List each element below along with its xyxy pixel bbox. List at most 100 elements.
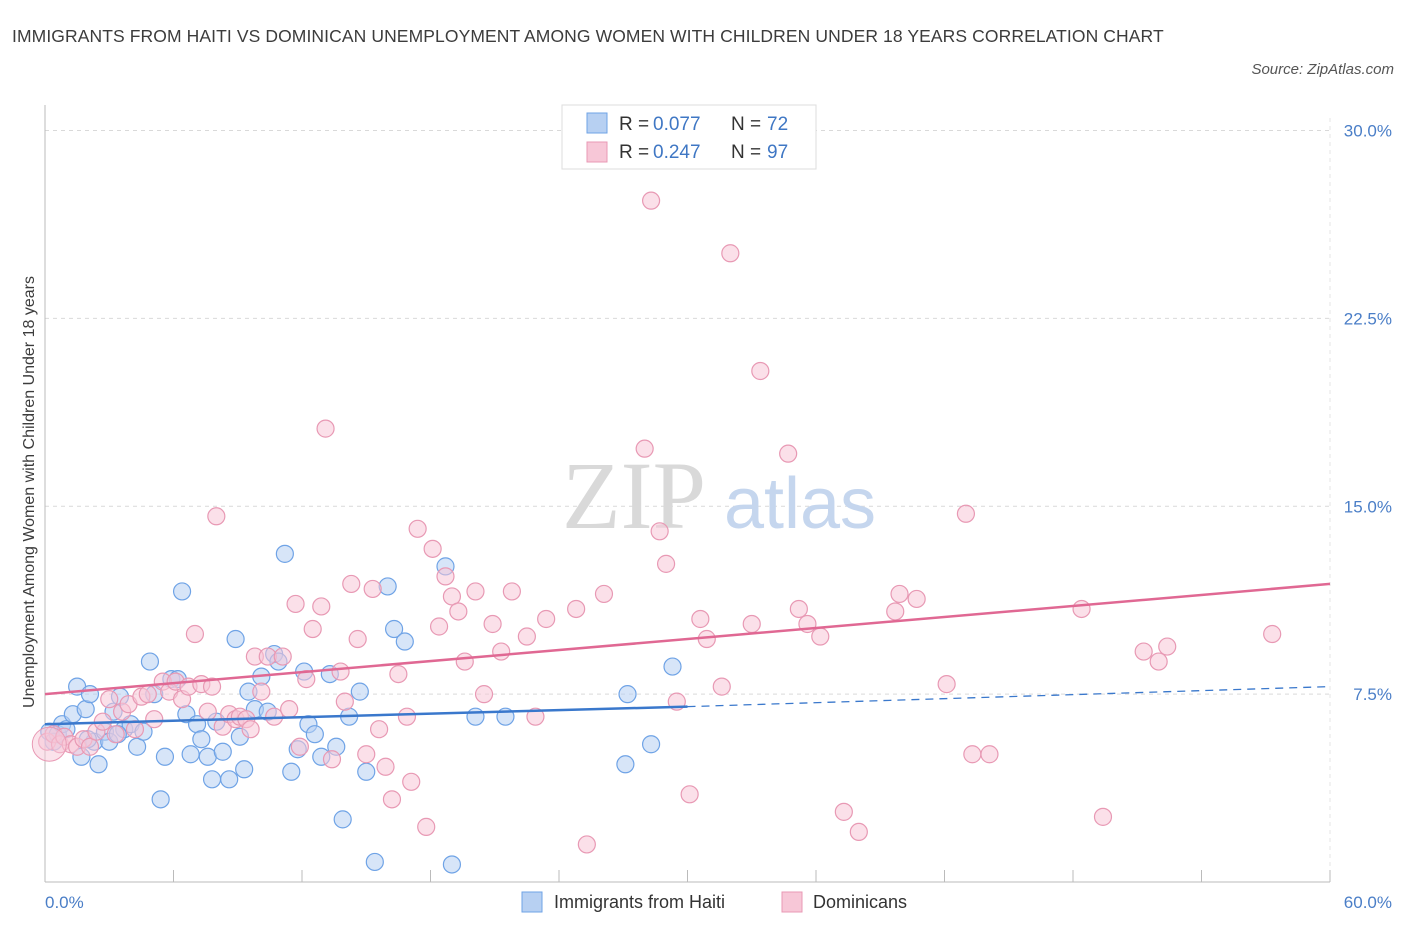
point-haiti [155, 747, 175, 766]
point-haiti [395, 632, 414, 651]
point-haiti [357, 762, 376, 781]
watermark: ZIP atlas [562, 442, 876, 549]
point-haiti [282, 762, 301, 781]
point-dominicans [397, 707, 417, 726]
point-haiti [641, 735, 661, 754]
point-dominicans [849, 822, 868, 842]
point-dominicans [423, 539, 442, 558]
point-dominicans [492, 642, 511, 661]
point-dominicans [963, 745, 982, 764]
point-dominicans [312, 597, 331, 616]
point-dominicans [382, 790, 402, 809]
point-haiti [76, 700, 95, 719]
point-dominicans [286, 594, 305, 614]
point-dominicans [502, 582, 521, 601]
point-haiti [127, 737, 147, 756]
legend-r-value: 0.077 [653, 114, 701, 135]
point-dominicans [316, 419, 335, 438]
point-haiti [140, 652, 160, 671]
point-dominicans [656, 554, 676, 573]
y-axis-label: Unemployment Among Women with Children U… [21, 276, 38, 708]
point-dominicans [474, 685, 494, 704]
point-dominicans [145, 710, 164, 729]
correlation-legend: R = 0.077 N = 72 R = 0.247 N = 97 [561, 104, 817, 170]
point-haiti [226, 629, 245, 649]
x-tick-label: 60.0% [1344, 893, 1392, 912]
legend-item-dominicans: Dominicans [813, 892, 907, 912]
y-tick-label: 22.5% [1344, 309, 1392, 328]
point-dominicans [322, 750, 342, 769]
point-dominicans [348, 629, 367, 649]
point-dominicans [742, 614, 761, 634]
legend-r-label: R = [619, 142, 649, 163]
point-dominicans [1263, 624, 1282, 644]
legend-n-value: 72 [767, 114, 788, 135]
point-dominicans [811, 627, 830, 646]
point-dominicans [567, 599, 586, 619]
point-dominicans [537, 609, 556, 629]
point-dominicans [712, 677, 731, 696]
point-dominicans [1149, 652, 1168, 671]
legend-swatch-haiti [586, 112, 608, 134]
point-dominicans [357, 745, 376, 764]
point-dominicans [1134, 642, 1153, 661]
point-dominicans [789, 599, 808, 619]
point-dominicans [138, 685, 157, 704]
point-dominicans [937, 675, 956, 694]
point-dominicans [890, 584, 909, 604]
point-dominicans [517, 627, 536, 646]
point-dominicans [691, 609, 710, 629]
point-dominicans [834, 802, 853, 821]
series-legend: Immigrants from Haiti Dominicans [521, 891, 907, 913]
point-dominicans [31, 726, 67, 762]
point-dominicans [442, 587, 462, 606]
point-dominicans [886, 602, 905, 621]
point-dominicans [650, 522, 669, 541]
legend-n-label: N = [731, 142, 761, 163]
point-dominicans [1158, 637, 1177, 656]
point-dominicans [751, 361, 770, 381]
point-dominicans [980, 745, 999, 764]
point-dominicans [342, 574, 361, 594]
trend-line-haiti-projection [687, 685, 1331, 708]
point-dominicans [376, 757, 395, 776]
point-dominicans [100, 690, 119, 709]
trend-lines [44, 582, 1331, 726]
point-dominicans [280, 700, 299, 719]
legend-swatch-dominicans [586, 141, 608, 163]
point-haiti [202, 770, 222, 789]
x-tick-label: 0.0% [45, 893, 84, 912]
point-dominicans [641, 191, 661, 210]
point-haiti [181, 745, 200, 764]
point-haiti [305, 725, 324, 744]
point-haiti [151, 790, 170, 809]
y-tick-labels: 7.5% 15.0% 22.5% 30.0% [1344, 122, 1392, 705]
point-dominicans [241, 720, 260, 739]
point-haiti [384, 619, 404, 639]
point-dominicans [290, 737, 309, 756]
point-dominicans [335, 692, 354, 711]
trend-line-dominicans [44, 582, 1331, 696]
point-dominicans [779, 444, 798, 463]
point-haiti [618, 685, 637, 704]
point-dominicans [402, 772, 421, 791]
point-dominicans [449, 602, 468, 621]
point-haiti [89, 755, 108, 774]
point-haiti [213, 742, 232, 761]
point-dominicans [429, 617, 449, 636]
point-haiti [616, 755, 635, 774]
point-haiti [365, 852, 384, 872]
point-haiti [333, 810, 352, 829]
point-dominicans [303, 619, 322, 639]
legend-n-value: 97 [767, 142, 788, 163]
point-dominicans [721, 244, 740, 263]
point-dominicans [1093, 807, 1113, 826]
point-dominicans [125, 720, 145, 739]
point-dominicans [273, 647, 292, 666]
legend-r-value: 0.247 [653, 142, 701, 163]
legend-swatch-haiti [521, 891, 543, 913]
point-haiti [80, 685, 100, 704]
point-dominicans [436, 567, 455, 586]
y-tick-label: 7.5% [1353, 685, 1392, 704]
